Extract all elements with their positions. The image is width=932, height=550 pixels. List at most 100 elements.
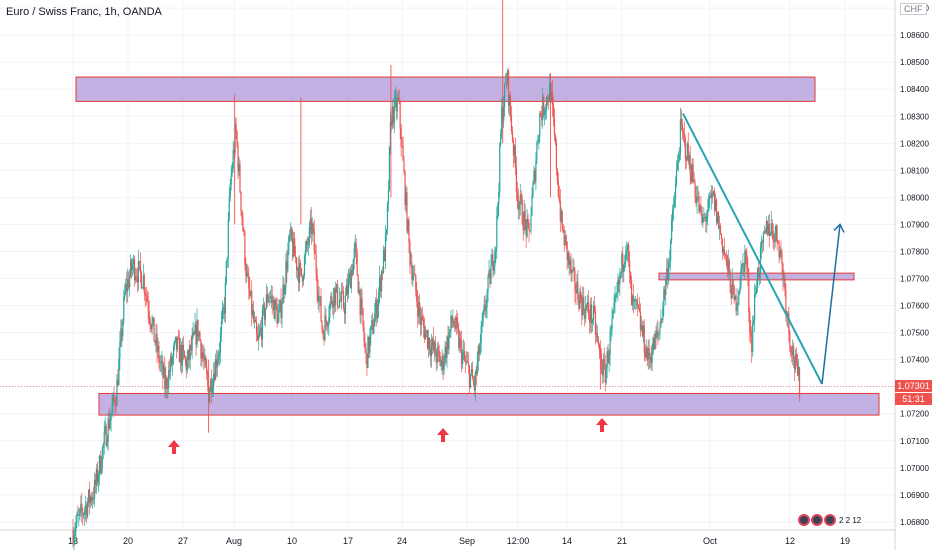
candle-body	[77, 514, 79, 516]
candle-body	[425, 330, 428, 332]
candle-body	[568, 252, 570, 265]
candle-body	[326, 321, 328, 327]
x-tick-label: 27	[178, 536, 188, 546]
candle-body	[632, 295, 635, 302]
candle-body	[296, 257, 298, 271]
candle-body	[695, 196, 697, 203]
candle-body	[428, 337, 431, 351]
candle-body	[462, 353, 464, 365]
candle-body	[617, 279, 619, 293]
candle-body	[612, 311, 614, 319]
candle-body	[506, 70, 509, 84]
candle-body	[496, 215, 498, 248]
candle-body	[749, 312, 751, 332]
candle-body	[733, 285, 735, 300]
candle-body	[510, 115, 513, 132]
candle-body	[674, 183, 677, 200]
zone-rect	[98, 392, 880, 416]
candle-body	[126, 283, 128, 292]
candle-body	[272, 300, 274, 303]
candle-body	[578, 300, 580, 309]
candle-body	[572, 267, 574, 271]
candle-body	[98, 455, 100, 476]
candle-body	[201, 352, 203, 359]
candle-body	[317, 291, 319, 302]
candle-body	[290, 227, 292, 235]
candle-body	[607, 351, 609, 363]
candle-body	[377, 306, 379, 319]
candle-body	[236, 131, 238, 146]
candle-body	[174, 336, 177, 342]
candle-body	[624, 261, 626, 265]
candle-body	[525, 220, 527, 237]
candle-body	[124, 292, 126, 297]
candle-body	[451, 315, 453, 323]
candle-body	[516, 191, 518, 198]
candle-body	[378, 292, 380, 307]
candle-body	[255, 322, 258, 335]
candle-body	[486, 292, 488, 308]
candle-body	[514, 145, 516, 168]
candle-body	[554, 135, 557, 142]
candle-body	[528, 222, 530, 231]
candle-body	[357, 275, 359, 294]
candle-body	[190, 345, 192, 351]
candle-body	[185, 359, 187, 371]
candle-body	[340, 290, 343, 301]
candle-body	[192, 332, 194, 337]
candle-body	[344, 295, 347, 314]
candle-body	[360, 298, 362, 315]
candle-body	[278, 310, 280, 314]
y-tick-label: 1.08400	[900, 85, 929, 94]
candle-body	[531, 196, 533, 216]
candle-body	[757, 268, 760, 277]
candle-body	[647, 348, 649, 361]
candle-body	[355, 242, 357, 254]
candle-body	[319, 296, 321, 298]
candle-body	[588, 302, 590, 316]
candle-body	[763, 231, 766, 233]
candle-body	[672, 207, 675, 211]
candle-body	[590, 304, 593, 324]
candle-body	[336, 284, 338, 290]
candle-body	[489, 270, 491, 285]
event-icon[interactable]	[824, 514, 836, 526]
candle-body	[526, 218, 528, 237]
candle-body	[178, 338, 181, 363]
y-tick-label: 1.07700	[900, 275, 929, 284]
candle-body	[148, 311, 150, 319]
event-icon[interactable]	[798, 514, 810, 526]
candle-body	[559, 200, 561, 222]
candle-body	[258, 330, 261, 336]
candle-body	[468, 366, 471, 388]
candle-body	[616, 292, 618, 295]
candle-body	[644, 353, 646, 358]
candle-body	[483, 304, 485, 312]
support-arrow-icon	[437, 428, 449, 442]
candle-body	[250, 290, 252, 296]
candle-body	[465, 361, 468, 363]
candle-body	[253, 310, 255, 322]
candle-body	[605, 367, 607, 383]
candle-body	[211, 379, 213, 393]
candle-body	[645, 348, 647, 358]
candle-body	[87, 502, 89, 517]
candle-body	[648, 348, 650, 359]
events-badge[interactable]: 2 2 12	[798, 513, 861, 527]
candle-body	[248, 276, 250, 289]
candle-body	[690, 174, 692, 183]
candle-body	[384, 234, 387, 262]
event-icon[interactable]	[811, 514, 823, 526]
candle-body	[347, 278, 349, 295]
candle-body	[507, 70, 510, 106]
candle-body	[490, 265, 492, 285]
candle-body	[184, 357, 186, 360]
candle-body	[333, 288, 335, 308]
candle-body	[287, 250, 289, 271]
candle-body	[183, 351, 185, 358]
candle-body	[91, 498, 94, 502]
candle-body	[747, 267, 749, 278]
candle-body	[731, 280, 733, 299]
candle-body	[196, 319, 198, 345]
